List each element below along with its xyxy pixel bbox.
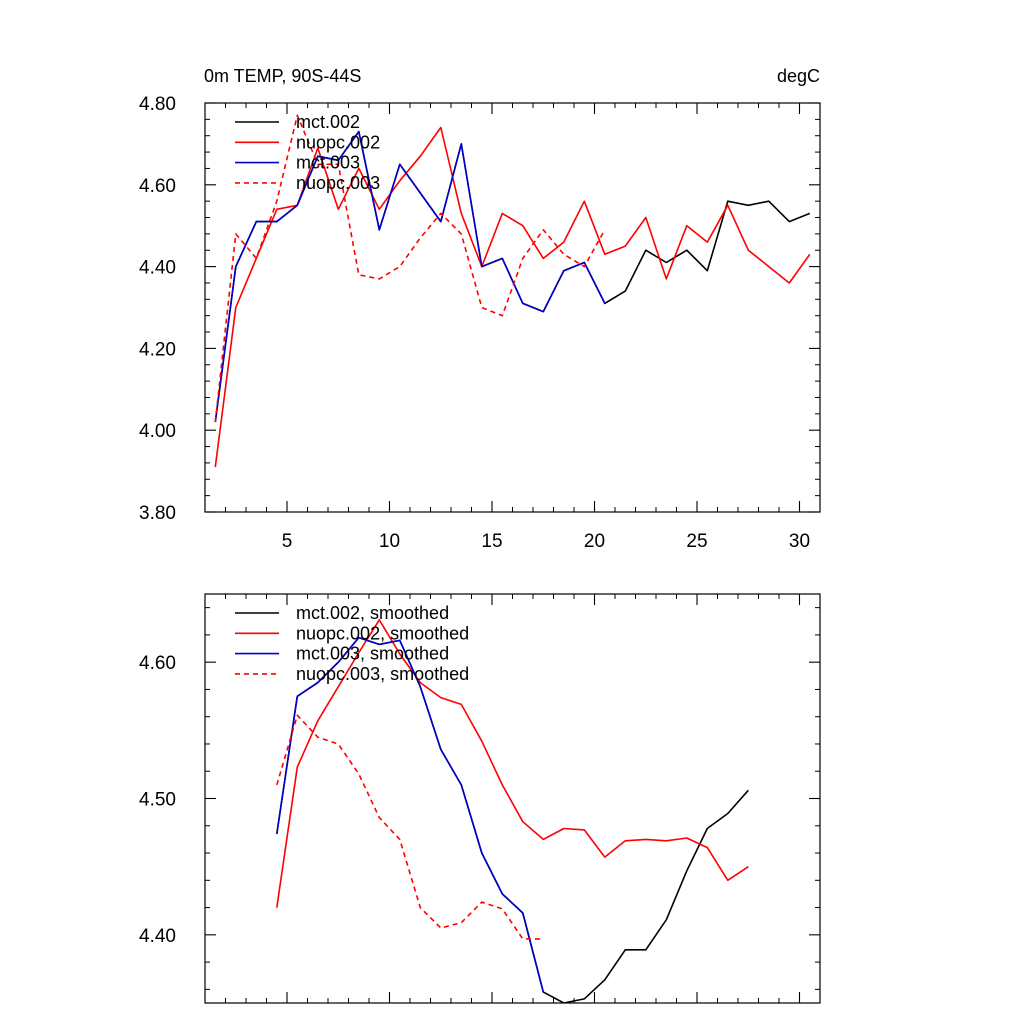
- legend-label: nuopc.002, smoothed: [296, 623, 469, 643]
- y-tick-label: 4.40: [139, 258, 176, 279]
- chart-panel-2: 4.40 4.50 4.60 mct.002, smoothednuopc.002, …: [139, 593, 821, 1004]
- y-tick-label: 4.00: [139, 421, 176, 442]
- legend-label: mct.003: [296, 153, 360, 173]
- series-group: [276, 619, 749, 1003]
- x-tick-label: 30: [789, 531, 810, 552]
- legend-label: mct.002, smoothed: [296, 603, 449, 623]
- series-line-nuopc-003: [214, 114, 606, 423]
- y-tick-label: 4.40: [139, 926, 176, 947]
- series-line-nuopc-002-smoothed: [276, 619, 749, 908]
- x-tick-label: 15: [481, 531, 502, 552]
- y-tick-label: 4.60: [139, 176, 176, 197]
- legend-label: nuopc.003, smoothed: [296, 664, 469, 684]
- series-line-mct-003: [214, 130, 606, 423]
- legend-label: nuopc.002: [296, 132, 380, 152]
- chart-title: 0m TEMP, 90S-44S: [204, 66, 361, 86]
- x-tick-label: 10: [379, 531, 400, 552]
- y-tick-label: 4.50: [139, 790, 176, 811]
- y-tick-label: 3.80: [139, 503, 176, 524]
- series-line-mct-003-smoothed: [276, 636, 545, 993]
- series-line-mct-002-smoothed: [276, 636, 749, 1003]
- y-tick-label: 4.20: [139, 339, 176, 360]
- series-group: [214, 114, 811, 468]
- x-tick-label: 20: [584, 531, 605, 552]
- chart-panel-1: 5 10 15 20 25 30 3.80 4.00 4.20 4.40 4.60 4.80 mct.0…: [139, 94, 821, 552]
- y-tick-label: 4.60: [139, 653, 176, 674]
- units-label: degC: [777, 66, 820, 86]
- legend-label: mct.002: [296, 112, 360, 132]
- x-tick-label: 5: [282, 531, 293, 552]
- x-tick-label: 25: [686, 531, 707, 552]
- y-tick-label: 4.80: [139, 94, 176, 115]
- legend-label: nuopc.003: [296, 173, 380, 193]
- series-line-nuopc-003-smoothed: [276, 714, 544, 940]
- legend-label: mct.003, smoothed: [296, 644, 449, 664]
